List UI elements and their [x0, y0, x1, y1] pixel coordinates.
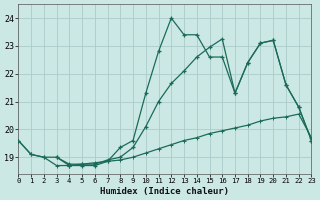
X-axis label: Humidex (Indice chaleur): Humidex (Indice chaleur) — [100, 187, 229, 196]
